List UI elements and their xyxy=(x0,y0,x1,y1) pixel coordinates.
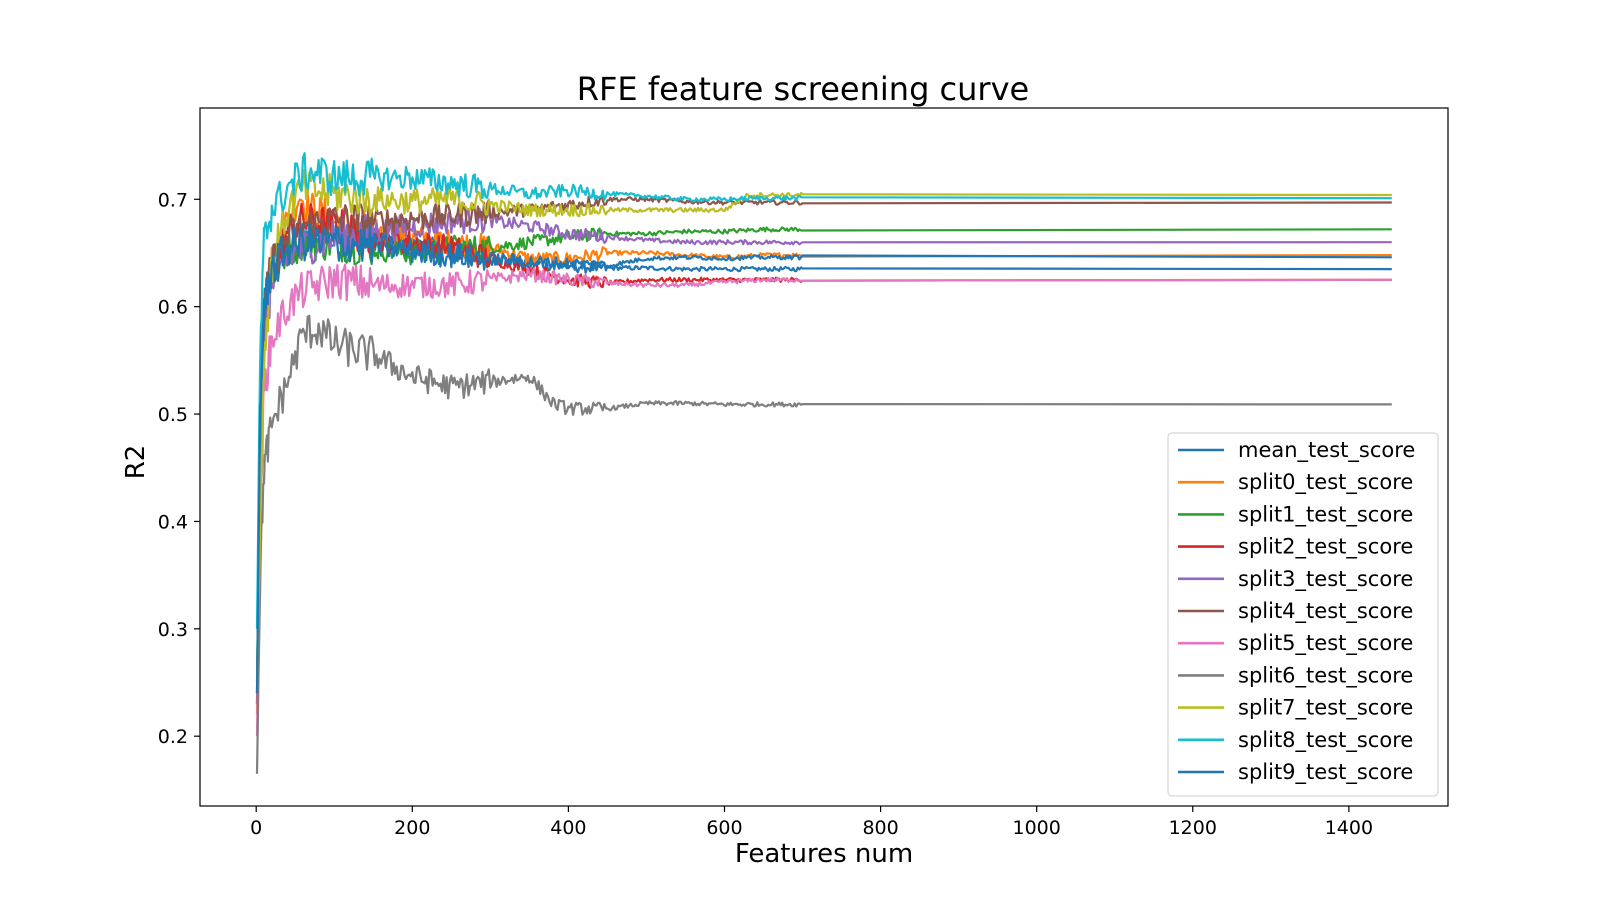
legend-label: split3_test_score xyxy=(1238,567,1413,592)
y-tick-label: 0.4 xyxy=(158,511,188,533)
legend-box xyxy=(1167,432,1439,797)
y-tick-label: 0.7 xyxy=(158,189,188,211)
x-tick-label: 600 xyxy=(706,817,742,839)
y-tick-label: 0.5 xyxy=(158,404,188,426)
legend-label: split7_test_score xyxy=(1238,696,1413,721)
x-axis: 0 200 400 600 800 1000 1200 1400 xyxy=(250,806,1373,839)
legend-label: split5_test_score xyxy=(1238,631,1413,656)
plot-frame xyxy=(199,107,1449,807)
series-line-split5_test_score xyxy=(255,263,1392,737)
legend-label: split1_test_score xyxy=(1238,502,1413,527)
x-tick-label: 1400 xyxy=(1325,817,1373,839)
series-line-split6_test_score xyxy=(255,314,1392,774)
x-tick-label: 800 xyxy=(862,817,898,839)
y-tick-label: 0.6 xyxy=(158,297,188,319)
x-tick-label: 1200 xyxy=(1169,817,1217,839)
legend-label: mean_test_score xyxy=(1238,438,1415,463)
y-tick-label: 0.2 xyxy=(158,726,188,748)
chart-title: RFE feature screening curve xyxy=(577,70,1029,108)
legend-label: split6_test_score xyxy=(1238,663,1413,688)
series-line-split8_test_score xyxy=(255,152,1392,629)
legend: mean_test_score split0_test_score split1_t… xyxy=(1167,432,1439,797)
series-layer xyxy=(255,152,1392,774)
x-tick-label: 1000 xyxy=(1013,817,1061,839)
legend-label: split4_test_score xyxy=(1238,599,1413,624)
y-tick-label: 0.3 xyxy=(158,619,188,641)
y-axis: 0.2 0.3 0.4 0.5 0.6 0.7 xyxy=(158,189,200,748)
x-tick-label: 0 xyxy=(250,817,262,839)
series-line-split9_test_score xyxy=(255,222,1392,694)
legend-label: split0_test_score xyxy=(1238,470,1413,495)
x-tick-label: 400 xyxy=(550,817,586,839)
legend-label: split8_test_score xyxy=(1238,728,1413,753)
y-axis-label: R2 xyxy=(121,445,151,480)
legend-label: split2_test_score xyxy=(1238,535,1413,560)
x-tick-label: 200 xyxy=(394,817,430,839)
series-line-split4_test_score xyxy=(255,194,1392,705)
legend-label: split9_test_score xyxy=(1238,760,1413,785)
x-axis-label: Features num xyxy=(735,839,913,869)
